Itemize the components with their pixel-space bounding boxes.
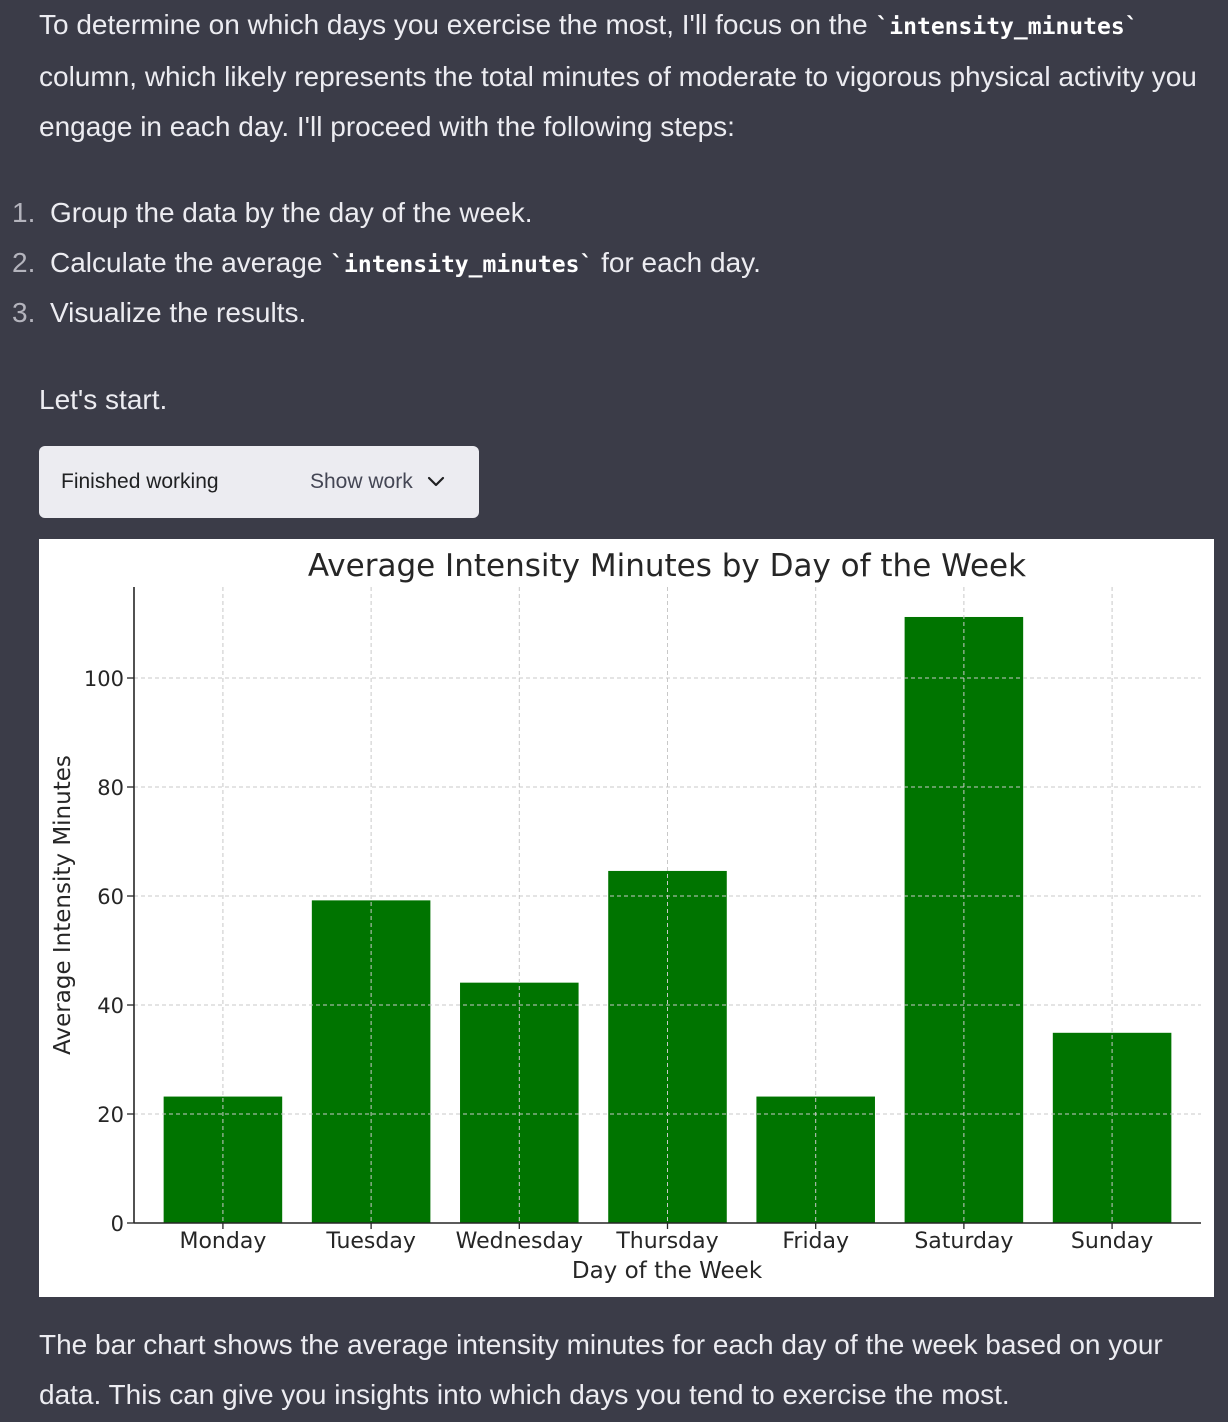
bar-monday: [163, 1096, 283, 1223]
bar-chart: Average Intensity Minutes by Day of the …: [39, 539, 1214, 1297]
step-text: Group the data by the day of the week.: [50, 197, 533, 228]
steps-list: 1. Group the data by the day of the week.…: [0, 188, 761, 338]
show-work-label: Show work: [310, 470, 413, 493]
intro-text-2: column, which likely represents the tota…: [39, 61, 1197, 142]
chevron-down-icon: [427, 476, 444, 487]
bar-friday: [756, 1096, 875, 1223]
x-tick-label: Monday: [179, 1229, 266, 1254]
bar-wednesday: [460, 982, 579, 1223]
chart-title: Average Intensity Minutes by Day of the …: [308, 548, 1026, 584]
start-text: Let's start.: [39, 384, 168, 415]
x-tick-label: Thursday: [615, 1229, 718, 1254]
step-number: 3.: [12, 297, 36, 328]
y-tick-label: 20: [97, 1103, 124, 1127]
step-text-after: for each day.: [593, 247, 761, 278]
y-tick-label: 0: [111, 1212, 124, 1236]
work-status-box: Finished working Show work: [39, 446, 479, 518]
show-work-button[interactable]: Show work: [310, 470, 445, 494]
y-tick-label: 100: [84, 667, 124, 691]
step-text: Visualize the results.: [50, 297, 307, 328]
outro-paragraph: The bar chart shows the average intensit…: [39, 1329, 1163, 1410]
y-axis-label: Average Intensity Minutes: [50, 755, 76, 1055]
step-text: Calculate the average: [50, 247, 331, 278]
intro-code: `intensity_minutes`: [875, 14, 1139, 40]
intro-text-1: To determine on which days you exercise …: [39, 9, 876, 40]
step-code: `intensity_minutes`: [330, 252, 594, 278]
step-item: 1. Group the data by the day of the week.: [0, 188, 761, 238]
chart-svg: Average Intensity Minutes by Day of the …: [50, 548, 1201, 1284]
x-tick-label: Wednesday: [456, 1229, 583, 1254]
x-tick-label: Friday: [782, 1229, 849, 1254]
step-number: 2.: [12, 247, 36, 278]
x-tick-label: Tuesday: [325, 1229, 416, 1254]
x-tick-label: Sunday: [1071, 1229, 1153, 1254]
y-tick-label: 40: [97, 994, 124, 1018]
step-number: 1.: [12, 197, 36, 228]
step-item: 2. Calculate the average `intensity_minut…: [0, 238, 761, 288]
x-tick-label: Saturday: [914, 1229, 1013, 1254]
step-item: 3. Visualize the results.: [0, 288, 761, 338]
intro-paragraph: To determine on which days you exercise …: [39, 0, 1204, 152]
y-tick-label: 80: [97, 776, 124, 800]
work-status-label: Finished working: [61, 470, 219, 493]
bar-tuesday: [311, 900, 431, 1223]
x-axis-label: Day of the Week: [572, 1258, 763, 1284]
y-tick-label: 60: [97, 885, 124, 909]
